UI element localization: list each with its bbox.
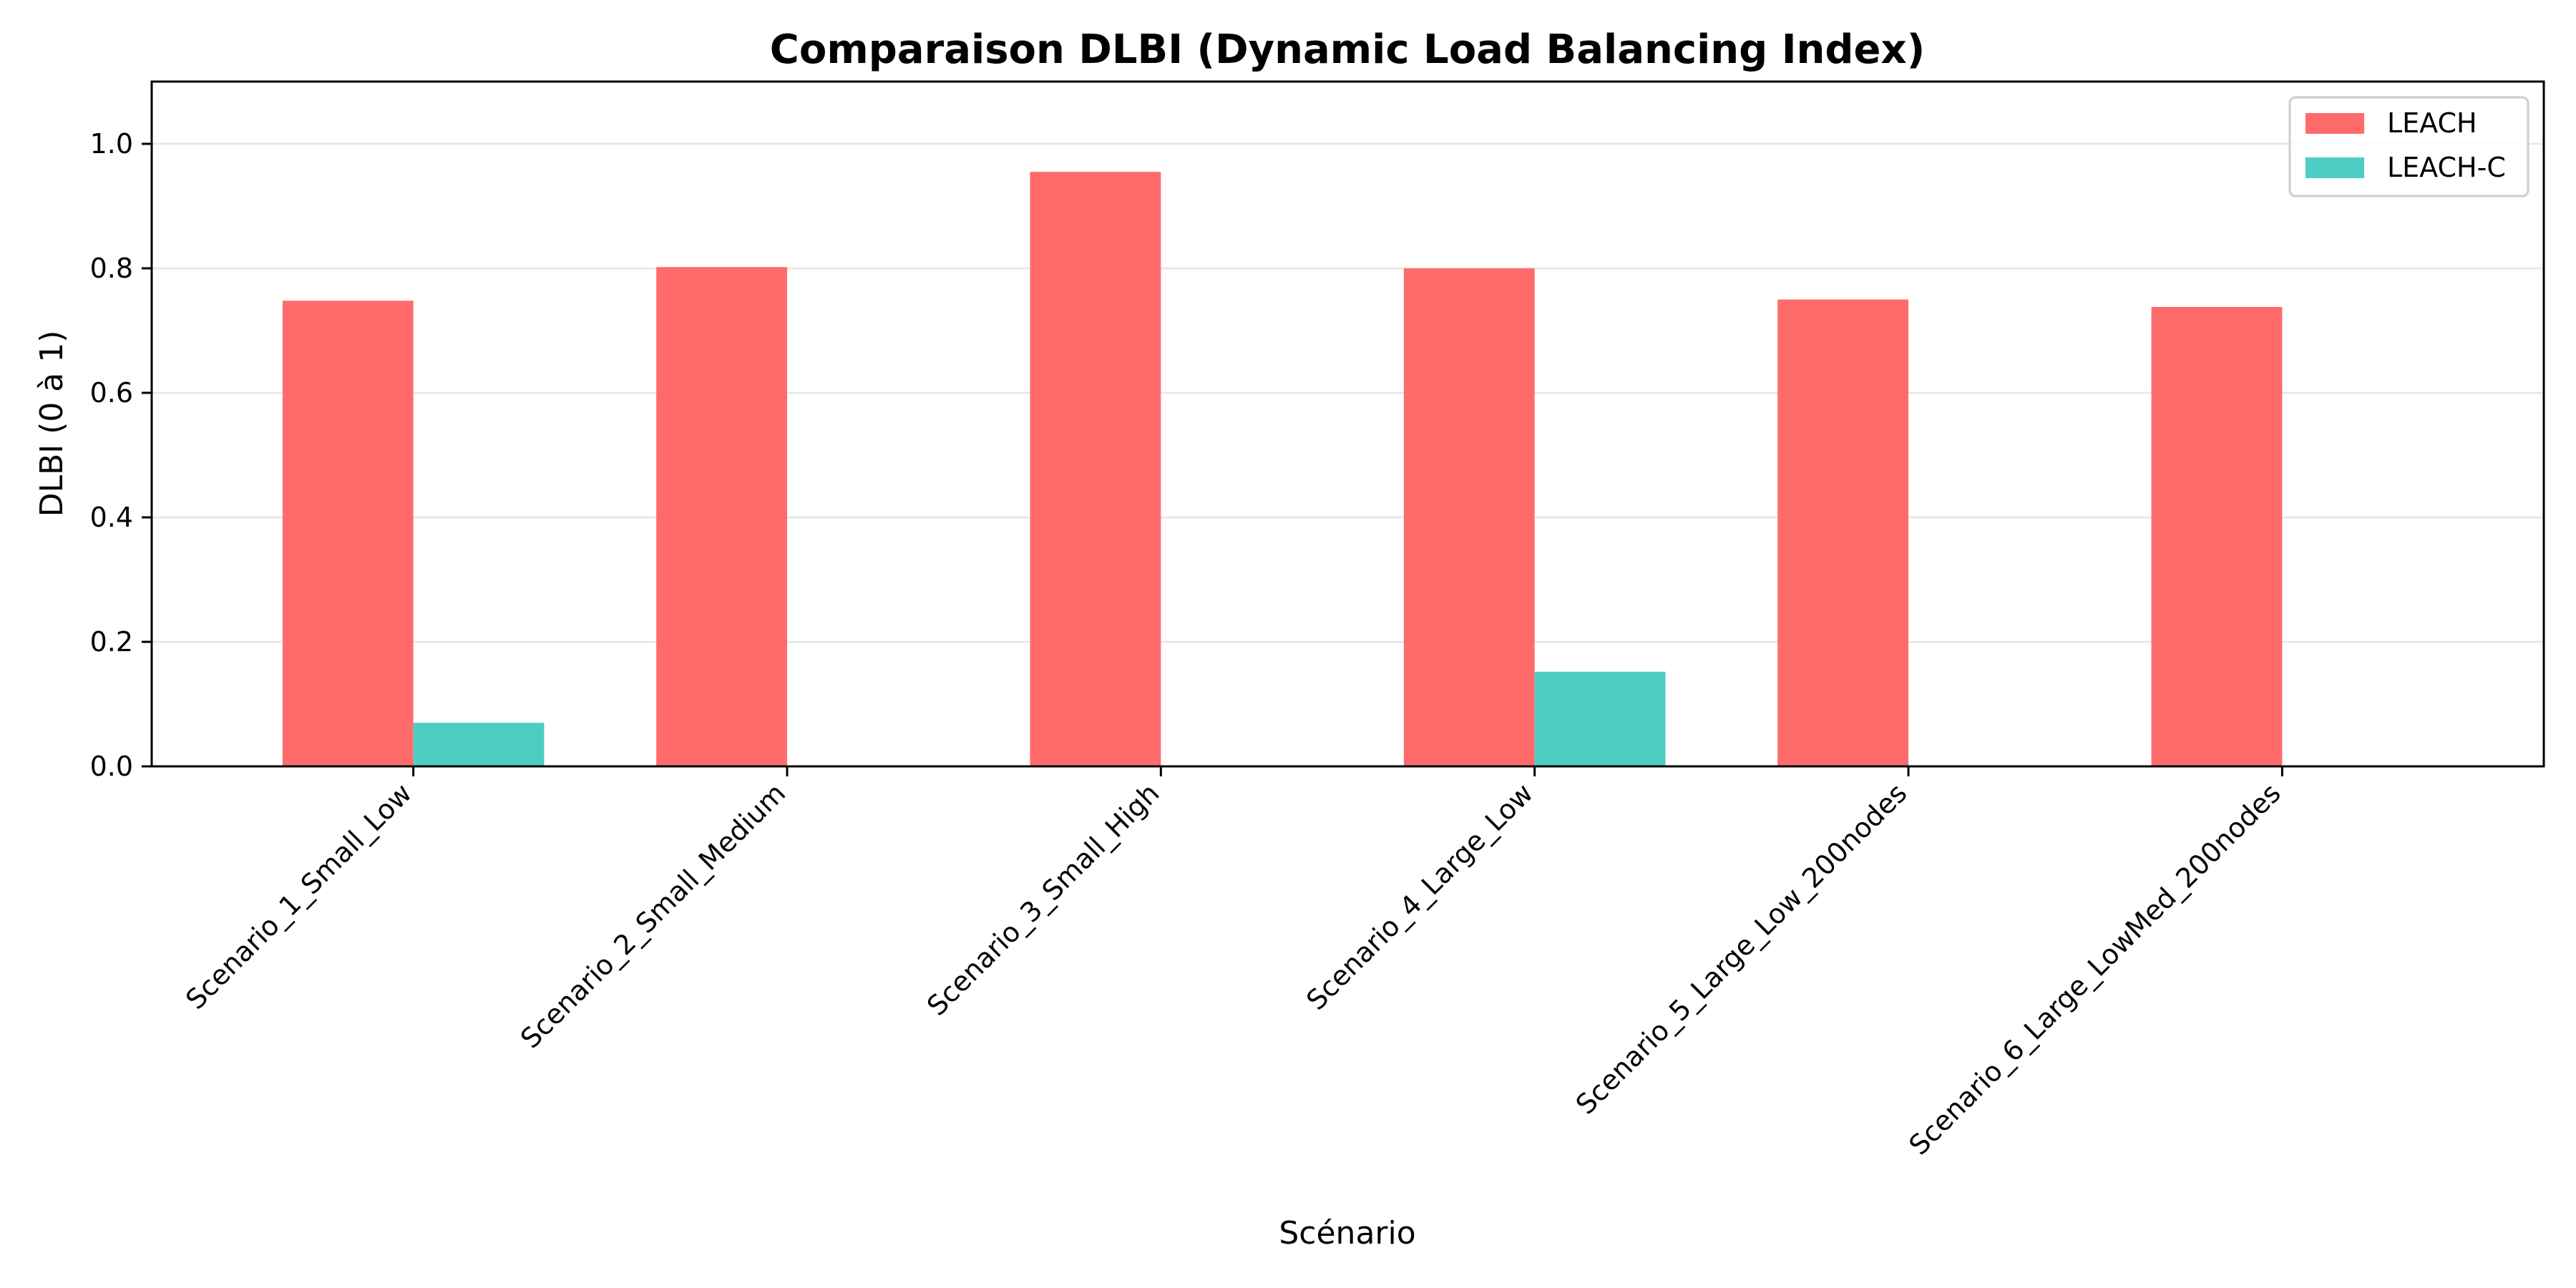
plot-area-frame: [150, 80, 2545, 768]
x-tick-label: Scenario_5_Large_Low_200nodes: [1570, 777, 1913, 1121]
bar-leach-2: [656, 267, 787, 766]
y-tick-label: 0.0: [90, 751, 133, 782]
bars: [282, 172, 2283, 766]
bar-leach-c-4: [1534, 671, 1666, 766]
y-tick-label: 0.8: [90, 253, 133, 284]
bar-leach-1: [282, 301, 414, 766]
y-tick-label: 0.6: [90, 377, 133, 409]
y-axis: 0.0 0.2 0.4 0.6 0.8 1.0: [90, 128, 152, 782]
y-tick-label: 0.2: [90, 626, 133, 658]
x-tick-label: Scenario_6_Large_LowMed_200nodes: [1903, 777, 2286, 1161]
x-axis: Scenario_1_Small_Low Scenario_2_Small_Med…: [180, 766, 2287, 1161]
bar-leach-5: [1777, 299, 1909, 766]
x-tick-label: Scenario_2_Small_Medium: [514, 777, 791, 1054]
chart-title: Comparaison DLBI (Dynamic Load Balancing…: [770, 26, 1925, 73]
legend-swatch-leach-c: [2306, 157, 2364, 178]
bar-leach-4: [1403, 268, 1535, 766]
legend-label-leach: LEACH: [2387, 107, 2477, 139]
x-tick-label: Scenario_1_Small_Low: [180, 777, 418, 1015]
legend-swatch-leach: [2306, 113, 2364, 134]
y-axis-label: DLBI (0 à 1): [34, 331, 70, 517]
bar-leach-6: [2151, 306, 2283, 766]
bar-leach-c-1: [413, 723, 545, 766]
bar-leach-3: [1030, 172, 1161, 766]
legend-label-leach-c: LEACH-C: [2387, 152, 2506, 183]
legend: LEACH LEACH-C: [2288, 96, 2529, 197]
x-axis-label: Scénario: [1279, 1215, 1415, 1252]
y-tick-label: 0.4: [90, 502, 133, 533]
y-tick-label: 1.0: [90, 128, 133, 160]
x-tick-label: Scenario_3_Small_High: [921, 777, 1166, 1022]
x-tick-label: Scenario_4_Large_Low: [1300, 777, 1539, 1016]
